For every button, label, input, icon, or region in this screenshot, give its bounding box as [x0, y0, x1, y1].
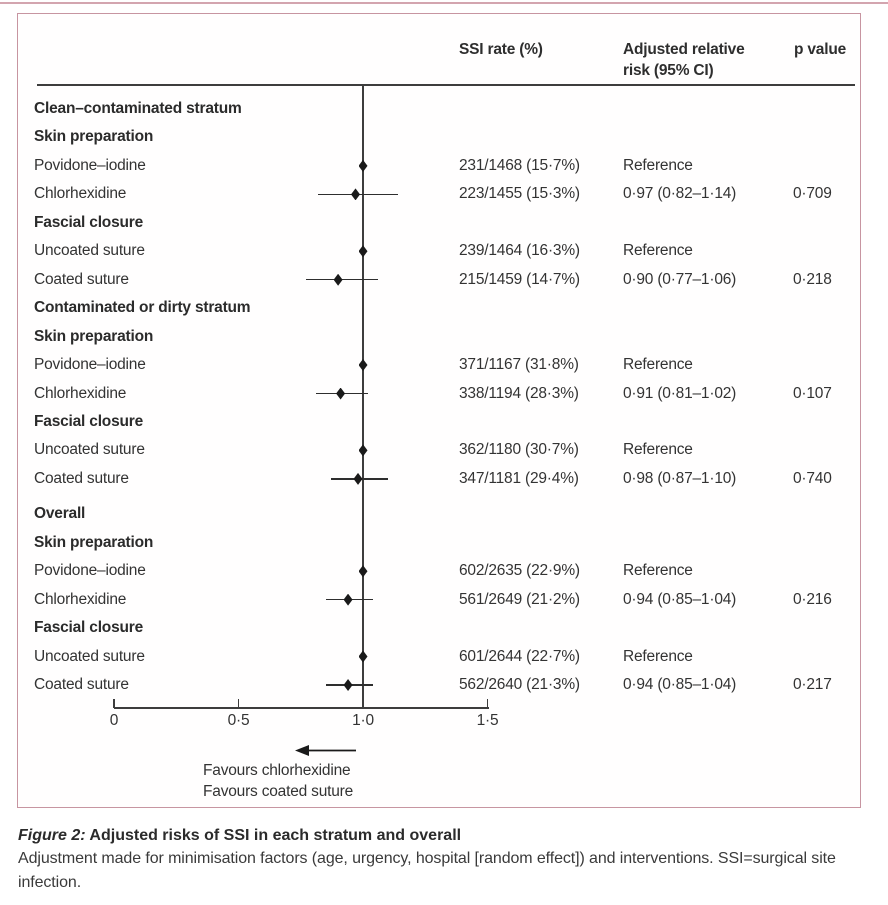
relative-risk-value: Reference	[623, 441, 693, 459]
row-label: Coated suture	[34, 676, 129, 693]
p-value: 0·217	[793, 676, 832, 693]
relative-risk-value: 0·90 (0·77–1·06)	[623, 270, 737, 288]
point-estimate-diamond	[358, 565, 368, 578]
axis-tick-label: 0·5	[227, 712, 250, 729]
row-label: Chlorhexidine	[34, 590, 127, 608]
ssi-rate-value: 239/1464 (16·3%)	[459, 242, 580, 260]
p-value: 0·740	[793, 469, 832, 487]
row-label: Povidone–iodine	[34, 156, 146, 174]
point-estimate-diamond	[358, 359, 368, 372]
row-label: Povidone–iodine	[34, 356, 146, 374]
axis-tick	[362, 699, 364, 708]
figure-number-label: Figure 2:	[18, 827, 86, 844]
p-value: 0·107	[793, 384, 832, 402]
top-divider-line	[0, 2, 888, 4]
relative-risk-value: Reference	[623, 647, 693, 665]
column-header-p-value: p value	[794, 41, 847, 58]
figure-caption: Figure 2: Adjusted risks of SSI in each …	[18, 824, 878, 895]
relative-risk-value: 0·94 (0·85–1·04)	[623, 590, 737, 608]
axis-tick	[486, 699, 489, 708]
axis-tick	[113, 699, 115, 708]
relative-risk-value: Reference	[623, 156, 693, 174]
left-arrow-icon	[295, 745, 356, 756]
stratum-heading: Skin preparation	[34, 533, 154, 551]
stratum-heading: Overall	[34, 505, 86, 523]
figure-caption-title: Figure 2: Adjusted risks of SSI in each …	[18, 824, 878, 847]
row-label: Uncoated suture	[34, 647, 145, 665]
reference-line-rr-1	[362, 86, 364, 708]
axis-tick	[237, 699, 240, 708]
p-value: 0·218	[793, 270, 832, 288]
ssi-rate-value: 371/1167 (31·8%)	[459, 356, 579, 374]
forest-plot-panel: SSI rate (%) Adjusted relative risk (95%…	[17, 13, 861, 808]
ssi-rate-value: 215/1459 (14·7%)	[459, 270, 580, 288]
ssi-rate-value: 601/2644 (22·7%)	[459, 647, 580, 665]
ssi-rate-value: 362/1180 (30·7%)	[459, 441, 579, 459]
point-estimate-diamond	[343, 679, 353, 691]
stratum-heading: Skin preparation	[34, 327, 154, 345]
figure-caption-body: Adjustment made for minimisation factors…	[18, 850, 836, 891]
relative-risk-value: Reference	[623, 356, 693, 374]
ssi-rate-value: 561/2649 (21·2%)	[459, 590, 580, 608]
point-estimate-diamond	[351, 188, 361, 201]
point-estimate-diamond	[358, 159, 368, 172]
stratum-heading: Fascial closure	[34, 213, 144, 231]
relative-risk-value: 0·94 (0·85–1·04)	[623, 676, 737, 693]
point-estimate-diamond	[336, 387, 346, 400]
figure-title-text: Adjusted risks of SSI in each stratum an…	[85, 827, 462, 844]
point-estimate-diamond	[358, 650, 368, 663]
column-header-adjusted-relative-risk: Adjusted relative risk (95% CI)	[623, 41, 745, 79]
relative-risk-value: 0·91 (0·81–1·02)	[623, 384, 737, 402]
point-estimate-diamond	[333, 273, 343, 286]
ssi-rate-value: 338/1194 (28·3%)	[459, 384, 579, 402]
p-value: 0·709	[793, 185, 832, 203]
stratum-heading: Fascial closure	[34, 412, 144, 430]
point-estimate-diamond	[343, 593, 353, 606]
stratum-heading: Clean–contaminated stratum	[34, 100, 242, 117]
row-label: Coated suture	[34, 469, 129, 487]
favours-chlorhexidine-label: Favours chlorhexidine	[203, 762, 351, 779]
row-label: Uncoated suture	[34, 441, 145, 459]
row-label: Chlorhexidine	[34, 185, 127, 203]
row-label: Coated suture	[34, 270, 129, 288]
ssi-rate-value: 223/1455 (15·3%)	[459, 185, 580, 203]
axis-tick-label: 1·0	[352, 712, 374, 729]
relative-risk-value: Reference	[623, 562, 693, 580]
column-header-ssi-rate: SSI rate (%)	[459, 41, 543, 58]
p-value: 0·216	[793, 590, 832, 608]
relative-risk-value: 0·98 (0·87–1·10)	[623, 469, 737, 487]
favours-coated-suture-label: Favours coated suture	[203, 783, 354, 800]
axis-tick-label: 0	[109, 712, 119, 729]
row-label: Povidone–iodine	[34, 562, 146, 580]
row-label: Uncoated suture	[34, 242, 145, 260]
stratum-heading: Fascial closure	[34, 619, 144, 637]
relative-risk-value: 0·97 (0·82–1·14)	[623, 185, 737, 203]
header-rule	[37, 84, 855, 86]
ssi-rate-value: 602/2635 (22·9%)	[459, 562, 580, 580]
ssi-rate-value: 347/1181 (29·4%)	[459, 469, 579, 487]
ssi-rate-value: 562/2640 (21·3%)	[459, 676, 580, 693]
x-axis-line	[114, 707, 489, 709]
point-estimate-diamond	[353, 472, 363, 485]
point-estimate-diamond	[358, 444, 368, 457]
point-estimate-diamond	[358, 245, 368, 258]
stratum-heading: Contaminated or dirty stratum	[34, 299, 251, 317]
ssi-rate-value: 231/1468 (15·7%)	[459, 156, 580, 174]
row-label: Chlorhexidine	[34, 384, 127, 402]
axis-tick-label: 1·5	[476, 712, 499, 729]
relative-risk-value: Reference	[623, 242, 693, 260]
stratum-heading: Skin preparation	[34, 128, 154, 146]
